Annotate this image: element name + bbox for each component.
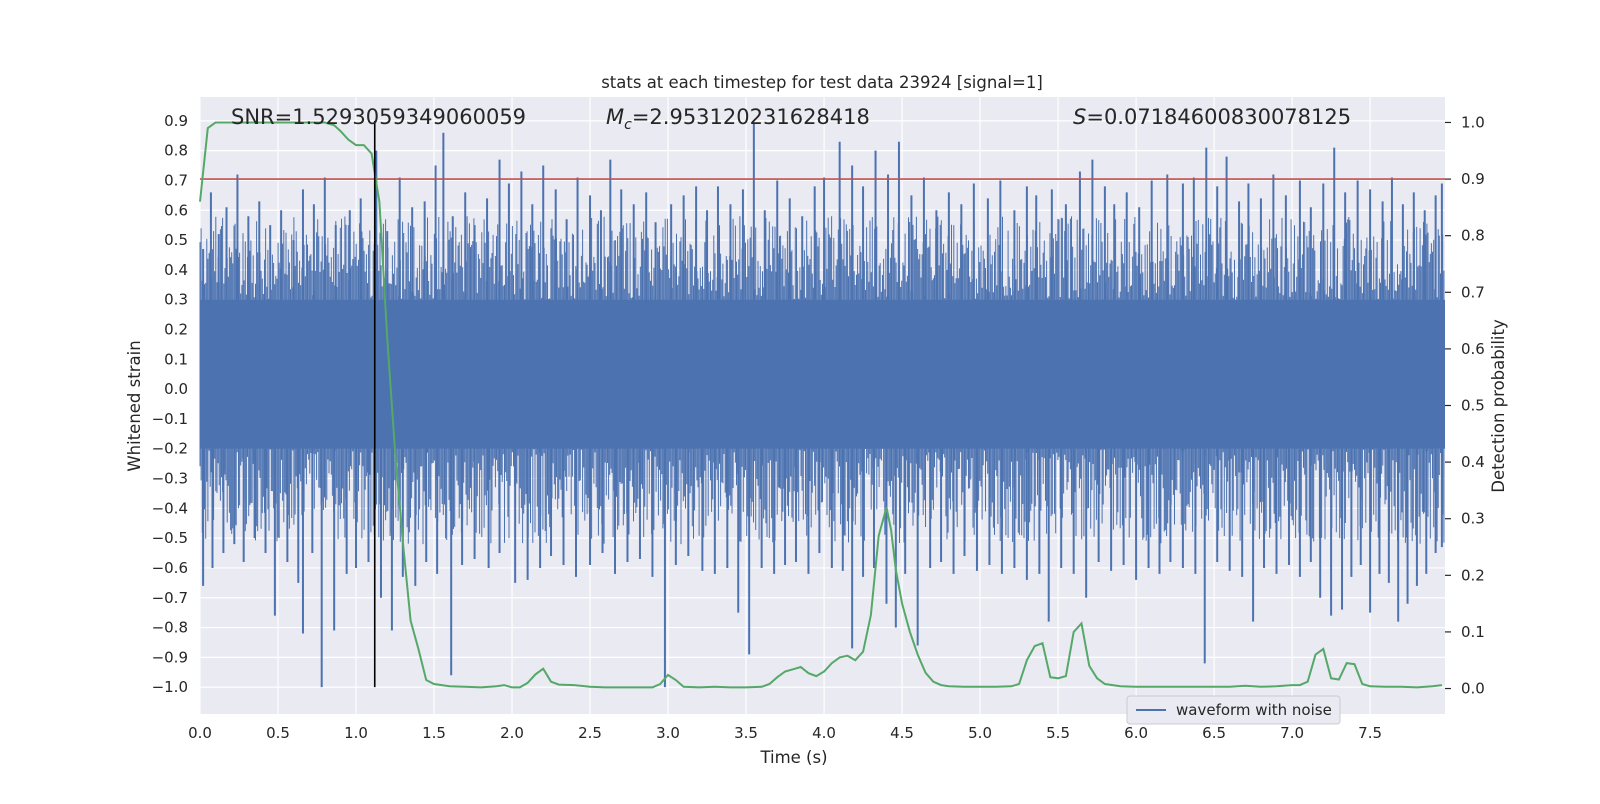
y-tick-label: −0.3 bbox=[152, 470, 188, 488]
y-tick-label: −0.7 bbox=[152, 589, 188, 607]
y-tick-label: 0.1 bbox=[164, 350, 188, 368]
chart-title: stats at each timestep for test data 239… bbox=[601, 73, 1043, 92]
y-right-tick-label: 0.4 bbox=[1461, 453, 1485, 471]
y-tick-labels: 0.9 0.8 0.7 0.6 0.5 0.4 0.3 0.2 0.1 0.0 −0.1 −0.2 −0… bbox=[152, 112, 188, 696]
s-value: =0.07184600830078125 bbox=[1086, 105, 1351, 129]
y-tick-label: −0.4 bbox=[152, 499, 188, 517]
x-tick-label: 1.0 bbox=[344, 724, 368, 742]
y-right-tick-label: 0.8 bbox=[1461, 227, 1485, 245]
legend-label: waveform with noise bbox=[1176, 701, 1332, 719]
probability-series bbox=[199, 121, 1443, 689]
x-tick-label: 1.5 bbox=[422, 724, 446, 742]
x-axis-label: Time (s) bbox=[759, 748, 827, 767]
s-symbol: S bbox=[1073, 105, 1086, 129]
s-annotation: S=0.07184600830078125 bbox=[1073, 105, 1351, 129]
y-tick-label: −0.1 bbox=[152, 410, 188, 428]
y-right-tick-label: 0.5 bbox=[1461, 397, 1485, 415]
x-tick-label: 6.0 bbox=[1124, 724, 1148, 742]
snr-annotation: SNR=1.5293059349060059 bbox=[231, 105, 526, 129]
y-tick-label: 0.5 bbox=[164, 231, 188, 249]
y-right-tick-label: 0.2 bbox=[1461, 566, 1485, 584]
probability-line bbox=[199, 121, 1443, 689]
x-tick-label: 0.5 bbox=[266, 724, 290, 742]
y-tick-label: −0.8 bbox=[152, 619, 188, 637]
legend: waveform with noise bbox=[1126, 695, 1341, 725]
y-right-tick-label: 0.6 bbox=[1461, 340, 1485, 358]
y-axis-label: Whitened strain bbox=[125, 340, 144, 471]
y-tick-label: 0.2 bbox=[164, 320, 188, 338]
mc-annotation: Mc=2.953120231628418 bbox=[606, 105, 870, 133]
y-tick-label: 0.3 bbox=[164, 291, 188, 309]
y-tick-label: 0.9 bbox=[164, 112, 188, 130]
x-tick-label: 2.5 bbox=[578, 724, 602, 742]
y-right-tick-label: 0.3 bbox=[1461, 510, 1485, 528]
x-tick-label: 5.0 bbox=[968, 724, 992, 742]
y-tick-label: 0.7 bbox=[164, 171, 188, 189]
y-right-tick-label: 1.0 bbox=[1461, 113, 1485, 131]
y-tick-label: −0.9 bbox=[152, 648, 188, 666]
y-right-axis-label: Detection probability bbox=[1489, 319, 1508, 493]
x-tick-label: 4.5 bbox=[890, 724, 914, 742]
legend-box bbox=[1126, 695, 1341, 725]
x-tick-label: 2.0 bbox=[500, 724, 524, 742]
waveform-noise bbox=[199, 216, 1445, 545]
y-tick-label: −0.2 bbox=[152, 440, 188, 458]
y-tick-label: 0.8 bbox=[164, 142, 188, 160]
y-tick-label: −0.5 bbox=[152, 529, 188, 547]
y-right-tick-label: 0.9 bbox=[1461, 170, 1485, 188]
x-tick-label: 3.0 bbox=[656, 724, 680, 742]
y-right-tick-labels: 1.0 0.9 0.8 0.7 0.6 0.5 0.4 0.3 0.2 0.1 0.0 bbox=[1445, 113, 1485, 698]
mc-symbol: M bbox=[606, 105, 624, 129]
x-tick-label: 3.5 bbox=[734, 724, 758, 742]
x-tick-label: 6.5 bbox=[1202, 724, 1226, 742]
x-tick-label: 5.5 bbox=[1046, 724, 1070, 742]
x-tick-label: 0.0 bbox=[188, 724, 212, 742]
x-tick-labels: 0.0 0.5 1.0 1.5 2.0 2.5 3.0 3.5 4.0 4.5 5.0 5.5 6.0 6… bbox=[188, 724, 1382, 742]
x-tick-label: 7.5 bbox=[1358, 724, 1382, 742]
waveform-series bbox=[199, 123, 1445, 688]
x-tick-label: 4.0 bbox=[812, 724, 836, 742]
x-tick-label: 7.0 bbox=[1280, 724, 1304, 742]
y-right-tick-label: 0.7 bbox=[1461, 283, 1485, 301]
mc-value: =2.953120231628418 bbox=[632, 105, 870, 129]
mc-subscript: c bbox=[624, 117, 632, 133]
y-right-tick-label: 0.1 bbox=[1461, 623, 1485, 641]
y-tick-label: −0.6 bbox=[152, 559, 188, 577]
y-tick-label: −1.0 bbox=[152, 678, 188, 696]
y-tick-label: 0.6 bbox=[164, 201, 188, 219]
y-tick-label: 0.0 bbox=[164, 380, 188, 398]
y-right-tick-label: 0.0 bbox=[1461, 680, 1485, 698]
y-tick-label: 0.4 bbox=[164, 261, 188, 279]
